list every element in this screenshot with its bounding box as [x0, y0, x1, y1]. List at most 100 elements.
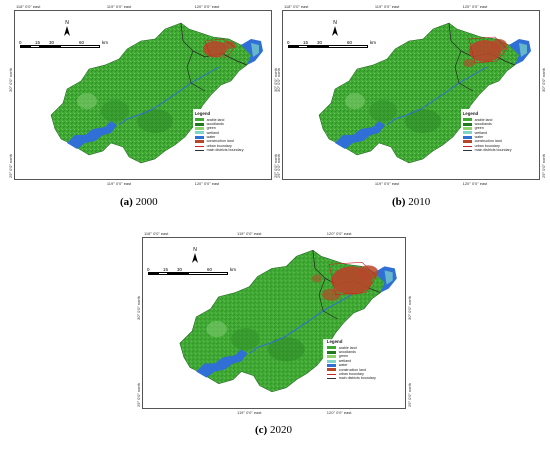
- legend-item: water: [326, 363, 389, 368]
- north-label: N: [65, 20, 69, 26]
- legend-label: construction land: [338, 367, 366, 372]
- scale-bar-label: 60: [207, 267, 213, 272]
- scale-bar-segment: [168, 272, 188, 275]
- lat-tick-right-bottom: 29° 0'0" north: [407, 383, 412, 408]
- lat-tick-right-top: 30° 0'0" north: [541, 67, 546, 92]
- caption-year: 2000: [135, 196, 158, 208]
- lat-tick-left-bottom: 29° 0'0" north: [276, 154, 281, 179]
- lat-tick-left-bottom: 29° 0'0" north: [136, 383, 141, 408]
- legend-swatch: [462, 135, 472, 139]
- lon-tick-top-right: 120° 0'0" east: [462, 4, 488, 9]
- legend-label: green: [338, 354, 348, 359]
- scale-bar-segment: [20, 45, 30, 48]
- legend: Legend arable land woodlands green wetland wa…: [194, 111, 257, 153]
- scale-bar-label: 30: [177, 267, 183, 272]
- legend-line-swatch: [326, 378, 336, 380]
- legend-label: green: [474, 126, 484, 131]
- scale-bar-segment: [188, 272, 228, 275]
- legend-swatch: [326, 350, 336, 354]
- legend-item: green: [462, 126, 525, 131]
- legend-label: wetland: [338, 358, 352, 363]
- legend: Legend arable land woodlands green wetland wa…: [326, 339, 389, 381]
- north-label: N: [193, 247, 197, 253]
- legend-label: arable land: [206, 117, 225, 122]
- lat-tick-right-top: 30° 0'0" north: [407, 295, 412, 320]
- scale-bar-unit: km: [102, 40, 108, 45]
- legend-item: construction land: [462, 139, 525, 144]
- lon-tick-top-mid: 119° 0'0" east: [237, 231, 262, 236]
- legend-swatch: [462, 131, 472, 135]
- lon-tick-top-mid: 119° 0'0" east: [374, 4, 400, 9]
- legend-item: water: [462, 135, 525, 140]
- lat-tick-left-top: 30° 0'0" north: [8, 67, 13, 92]
- legend-item: wetland: [194, 130, 257, 135]
- legend-title: Legend: [326, 339, 343, 345]
- legend-label: urban boundary: [338, 372, 364, 377]
- scale-bar: 0 15 30 60 km: [19, 40, 108, 50]
- caption-letter: (a): [120, 196, 133, 208]
- lat-tick-left-top: 30° 0'0" north: [276, 67, 281, 92]
- legend-item: main districts boundary: [462, 148, 525, 152]
- legend-item: woodlands: [462, 121, 525, 126]
- lon-tick-bottom-mid: 119° 0'0" east: [374, 181, 400, 186]
- legend-label: construction land: [474, 139, 502, 144]
- legend-label: water: [474, 135, 484, 140]
- legend-label: woodlands: [338, 350, 356, 355]
- legend-label: water: [206, 135, 216, 140]
- legend-item: wetland: [326, 358, 389, 363]
- scale-bar-unit: km: [230, 267, 236, 272]
- legend-line-swatch: [462, 150, 472, 152]
- scale-bar-segment: [288, 45, 298, 48]
- map-panel-2010: [282, 10, 540, 180]
- scale-bar-label: 60: [79, 40, 85, 45]
- map-panel-2000: [14, 10, 272, 180]
- legend-item: urban boundary: [462, 143, 525, 148]
- legend-swatch: [194, 135, 204, 139]
- north-label: N: [333, 20, 337, 26]
- legend-label: wetland: [206, 130, 219, 135]
- lon-tick-bottom-right: 120° 0'0" east: [194, 181, 220, 186]
- north-arrow-icon: [192, 253, 198, 263]
- lon-tick-top-right: 120° 0'0" east: [194, 4, 220, 9]
- caption-2000: (a) 2000: [120, 196, 158, 208]
- legend-swatch: [326, 368, 336, 372]
- legend-line-swatch: [326, 373, 336, 375]
- legend-label: main districts boundary: [206, 148, 244, 153]
- legend-item: green: [326, 354, 389, 359]
- scale-bar-label: 0: [147, 267, 150, 272]
- land-use-map-2020: [143, 238, 405, 408]
- legend-swatch: [326, 364, 336, 368]
- lon-tick-top-left: 118° 0'0" east: [16, 4, 41, 9]
- legend-item: green: [194, 126, 257, 131]
- scale-bar-segment: [328, 45, 368, 48]
- legend-item: main districts boundary: [326, 376, 389, 381]
- caption-letter: (b): [392, 196, 406, 208]
- legend-swatch: [326, 346, 336, 350]
- legend-label: arable land: [338, 345, 357, 350]
- scale-bar-segment: [298, 45, 308, 48]
- scale-bar-unit: km: [370, 40, 376, 45]
- scale-bar-label: 15: [163, 267, 169, 272]
- legend-label: urban boundary: [474, 143, 500, 148]
- legend-swatch: [194, 118, 204, 122]
- lat-tick-left-top: 30° 0'0" north: [136, 295, 141, 320]
- scale-bar-label: 30: [49, 40, 55, 45]
- land-use-map-2010: [283, 11, 539, 179]
- scale-bar-segment: [148, 272, 158, 275]
- lon-tick-top-mid: 119° 0'0" east: [106, 4, 132, 9]
- north-arrow: N: [189, 247, 201, 265]
- scale-bar-label: 60: [347, 40, 353, 45]
- scale-bar-label: 0: [19, 40, 22, 45]
- scale-bar-segment: [308, 45, 328, 48]
- legend-title: Legend: [462, 111, 479, 116]
- legend-item: wetland: [462, 131, 525, 135]
- legend-item: water: [194, 135, 257, 140]
- lon-tick-top-left: 118° 0'0" east: [144, 231, 169, 236]
- north-arrow: N: [61, 20, 73, 38]
- legend-swatch: [194, 127, 204, 131]
- legend-swatch: [462, 127, 472, 131]
- legend-label: green: [206, 126, 216, 131]
- legend-swatch: [462, 140, 472, 144]
- legend-label: woodlands: [474, 121, 492, 126]
- legend-line-swatch: [194, 145, 204, 147]
